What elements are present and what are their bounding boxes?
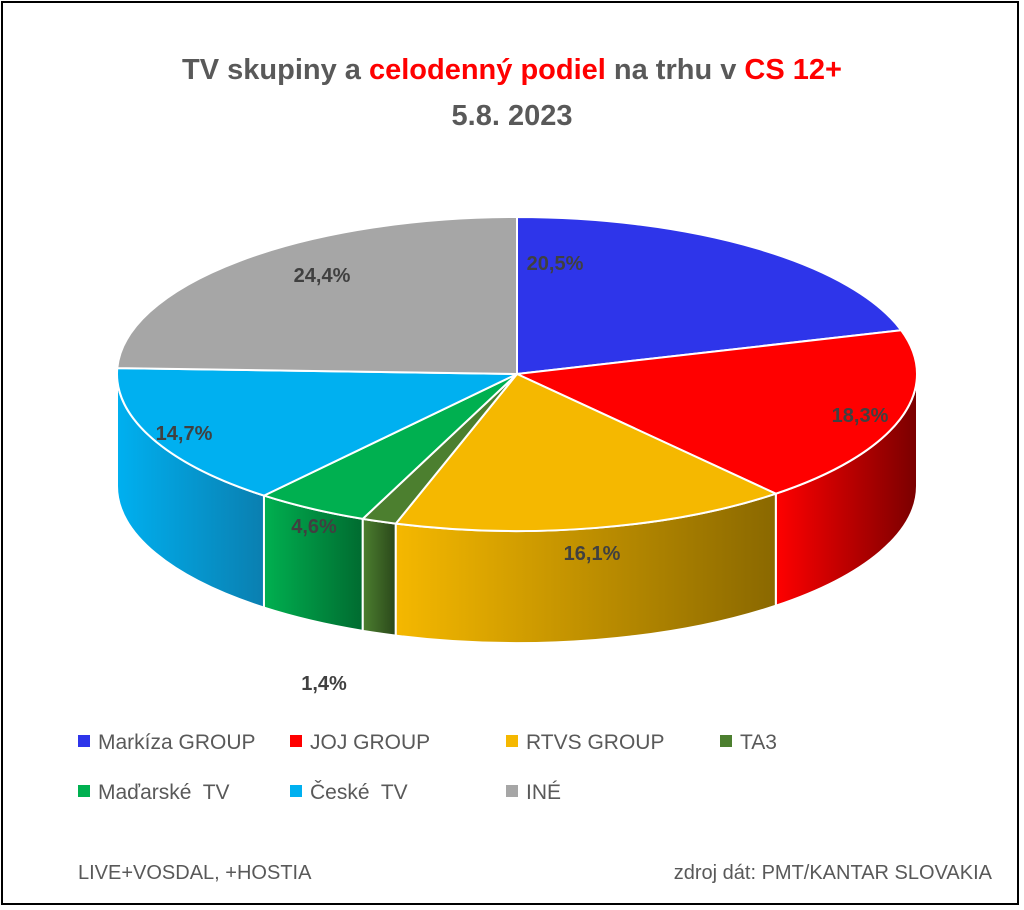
- legend-label: Maďarské TV: [98, 781, 230, 804]
- legend-swatch: [78, 785, 90, 798]
- legend-item-ta3: TA3: [720, 728, 777, 758]
- legend-label: INÉ: [526, 781, 562, 804]
- legend-item-ine: INÉ: [506, 778, 561, 808]
- title-part-1: TV skupiny a: [182, 54, 369, 86]
- legend-swatch: [78, 735, 90, 748]
- data-label-markiza-group: 20,5%: [527, 253, 584, 275]
- legend-swatch: [290, 785, 302, 798]
- data-label-joj-group: 18,3%: [832, 405, 889, 427]
- legend-label: TA3: [740, 731, 777, 754]
- legend-swatch: [506, 735, 518, 748]
- pie-slice-ceske-tv: [116, 367, 518, 497]
- legend-swatch: [506, 785, 518, 798]
- legend-item-madarske-tv: Maďarské TV: [78, 778, 230, 808]
- data-label-ta3: 1,4%: [301, 673, 347, 695]
- pie-slice-ine: [116, 216, 518, 375]
- legend-item-markiza-group: Markíza GROUP: [78, 728, 256, 758]
- legend-label: JOJ GROUP: [310, 731, 431, 754]
- title-part-4: CS 12+: [744, 54, 842, 86]
- data-label-madarske-tv: 4,6%: [291, 516, 337, 538]
- legend-label: RTVS GROUP: [526, 731, 665, 754]
- pie-slice-joj-group: [516, 329, 918, 495]
- legend-swatch: [290, 735, 302, 748]
- data-label-ceske-tv: 14,7%: [156, 423, 213, 445]
- legend-item-rtvs-group: RTVS GROUP: [506, 728, 664, 758]
- legend-item-joj-group: JOJ GROUP: [290, 728, 430, 758]
- footer-note: LIVE+VOSDAL, +HOSTIA: [78, 862, 312, 884]
- data-label-ine: 24,4%: [294, 265, 351, 287]
- title-part-2: celodenný podiel: [368, 54, 606, 86]
- chart-date: 5.8. 2023: [451, 100, 573, 132]
- pie-side-ta3: [361, 517, 397, 637]
- pie-slice-rtvs-group: [394, 373, 777, 532]
- legend-label: České TV: [310, 781, 408, 804]
- legend-item-ceske-tv: České TV: [290, 778, 408, 808]
- chart-title: TV skupiny a celodenný podiel na trhu v …: [0, 54, 1024, 87]
- data-label-rtvs-group: 16,1%: [564, 543, 621, 565]
- title-part-3: na trhu v: [605, 54, 745, 86]
- footer-source: zdroj dát: PMT/KANTAR SLOVAKIA: [673, 862, 992, 884]
- pie-slice-markiza-group: [516, 216, 903, 375]
- legend-swatch: [720, 735, 732, 748]
- legend-label: Markíza GROUP: [98, 731, 256, 754]
